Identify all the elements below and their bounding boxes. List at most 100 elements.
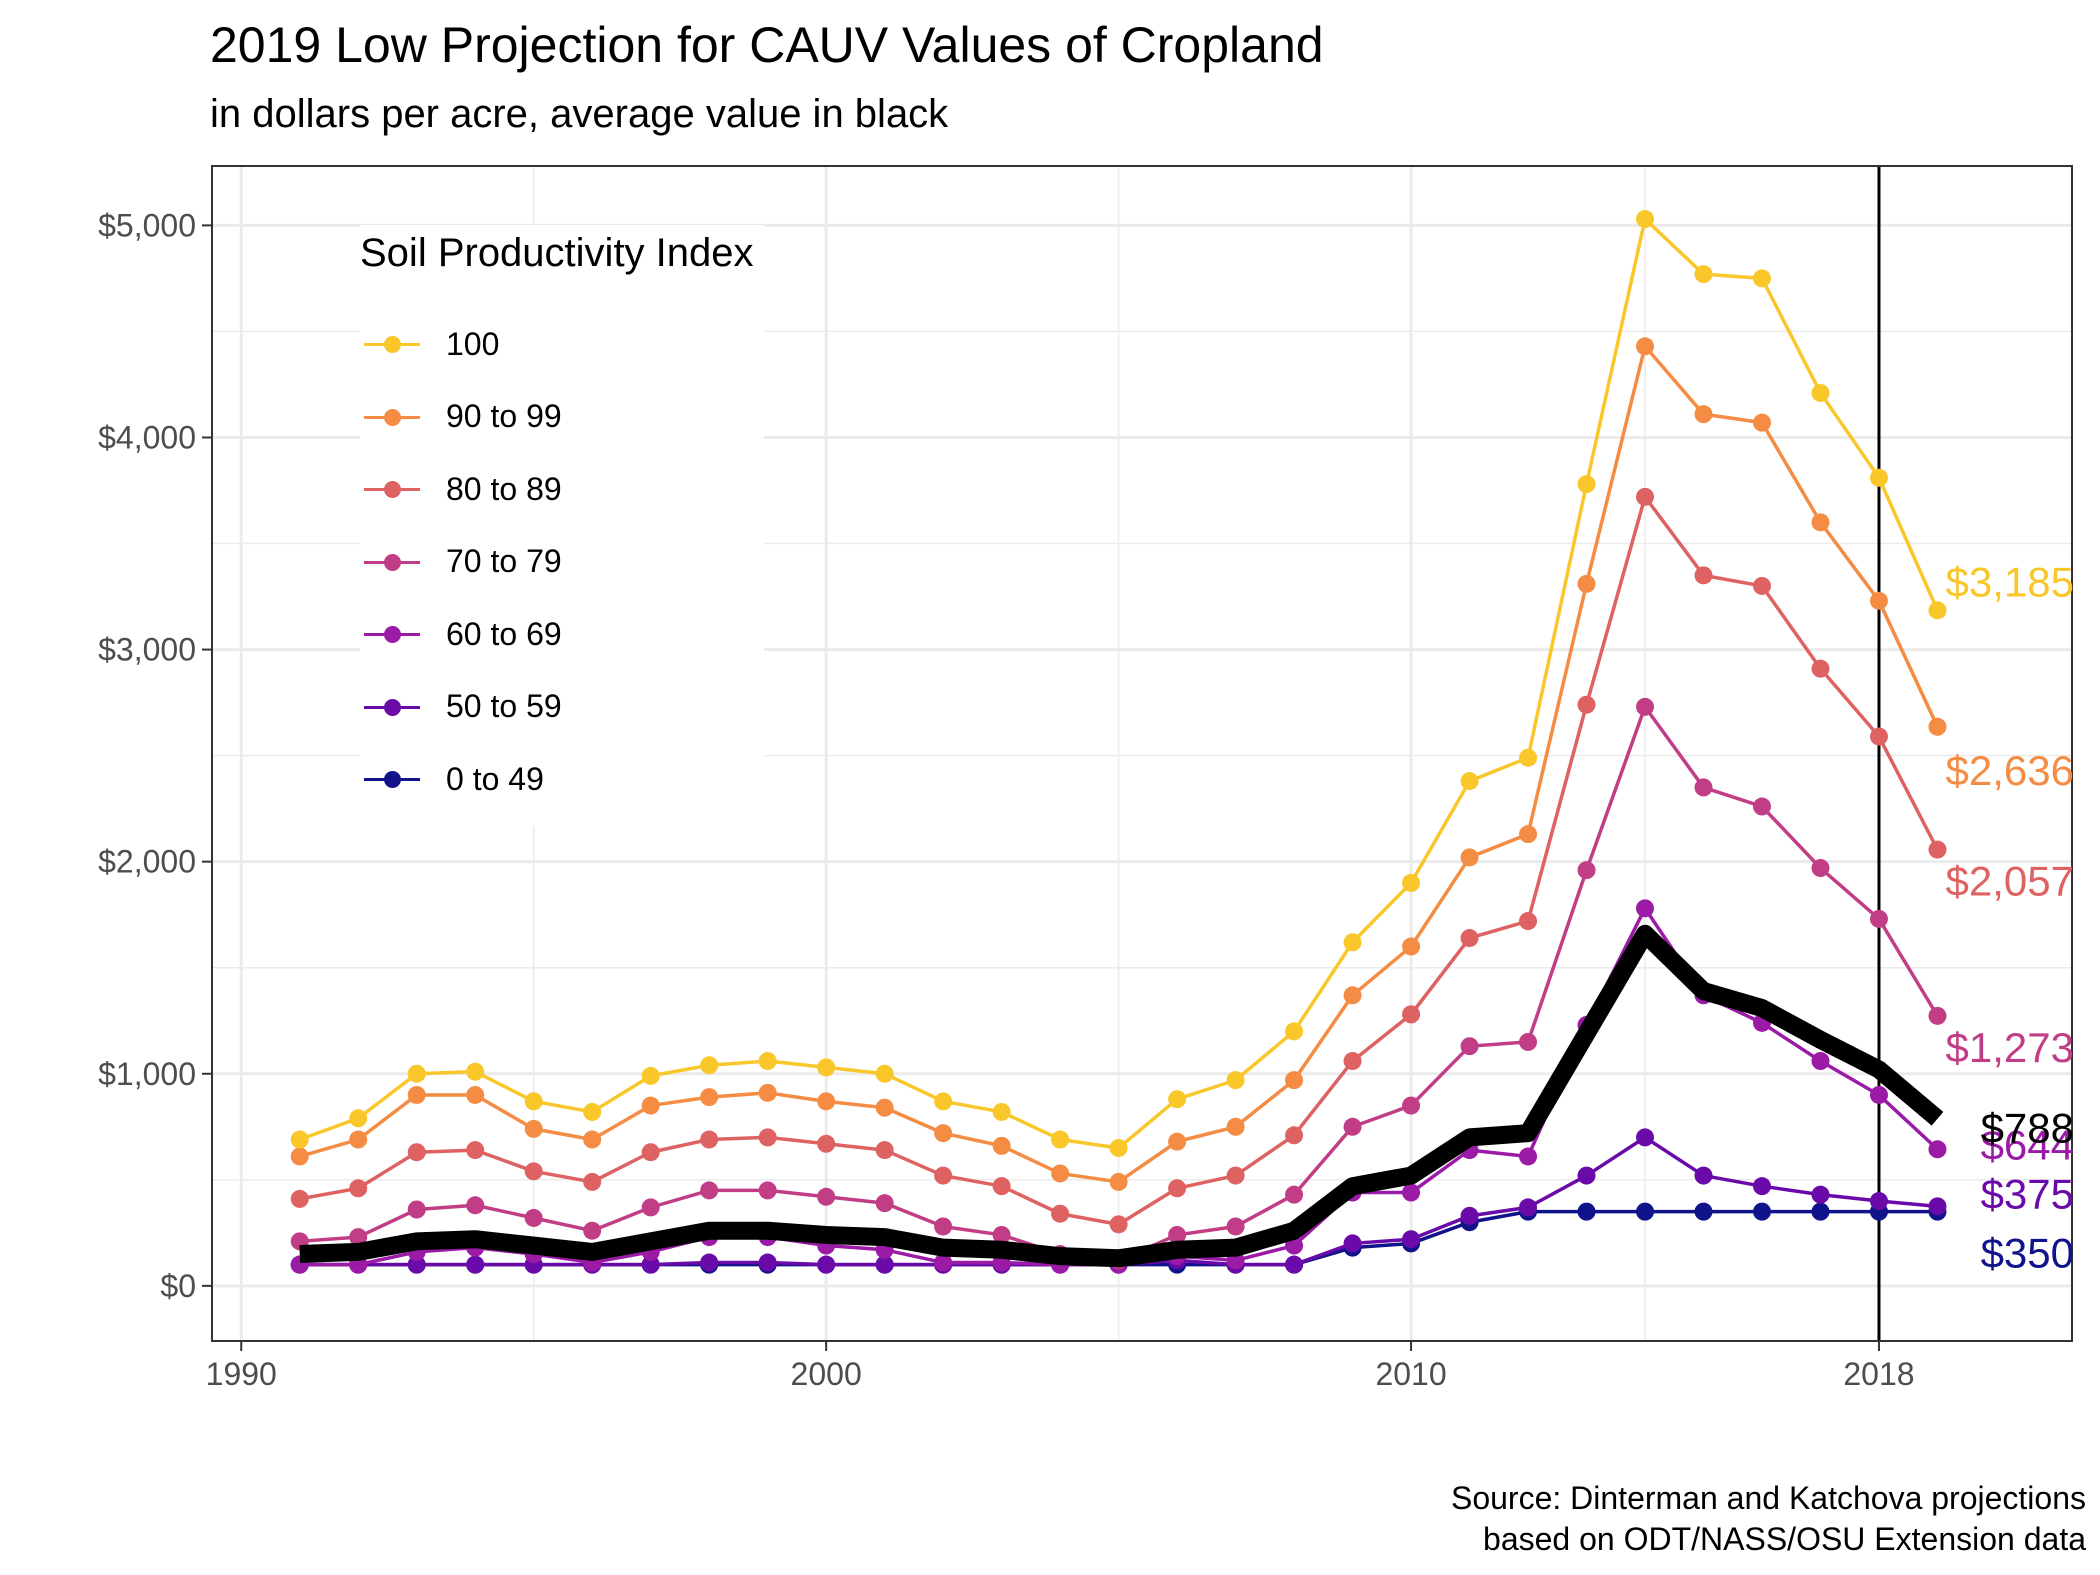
- legend-label: 80 to 89: [446, 470, 562, 507]
- end-value-label: $2,636: [1946, 747, 2074, 794]
- y-tick-label: $5,000: [98, 207, 196, 243]
- data-point: [1636, 487, 1655, 506]
- legend-label: 70 to 79: [446, 543, 562, 580]
- data-point: [1869, 468, 1888, 487]
- legend-item: 90 to 99: [360, 381, 754, 454]
- data-point: [700, 1056, 719, 1075]
- legend-item: 0 to 49: [360, 743, 754, 816]
- data-point: [407, 1143, 426, 1162]
- data-point: [1402, 937, 1421, 956]
- data-point: [875, 1255, 894, 1274]
- data-point: [1753, 797, 1771, 816]
- data-point: [1109, 1215, 1128, 1234]
- end-value-label: $1,273: [1946, 1024, 2074, 1071]
- data-point: [1285, 1022, 1304, 1041]
- data-point: [1343, 1117, 1362, 1136]
- data-point: [758, 1128, 777, 1147]
- data-point: [1168, 1225, 1187, 1244]
- end-value-label: $350: [1981, 1230, 2074, 1277]
- legend-label: 0 to 49: [446, 760, 544, 797]
- y-axis: $0 $1,000 $2,000 $3,000 $4,000 $5,000: [98, 207, 212, 1304]
- data-point: [1285, 1071, 1304, 1090]
- x-tick-label: 2010: [1375, 1356, 1446, 1392]
- data-point: [1519, 912, 1538, 931]
- series-100: [290, 210, 1947, 1157]
- data-point: [1694, 778, 1713, 797]
- legend-label: 50 to 59: [446, 688, 562, 725]
- data-point: [1636, 337, 1655, 356]
- series-80-to-89: [290, 487, 1947, 1234]
- data-point: [1928, 601, 1947, 620]
- x-axis: 1990 2000 2010 2018: [206, 1341, 1915, 1392]
- end-value-label: $788: [1981, 1105, 2074, 1152]
- data-point: [466, 1062, 485, 1081]
- end-value-label: $2,057: [1946, 858, 2074, 905]
- data-point: [1226, 1071, 1245, 1090]
- y-tick-label: $0: [160, 1268, 196, 1304]
- data-point: [1226, 1217, 1245, 1236]
- data-point: [1109, 1138, 1128, 1157]
- data-point: [407, 1064, 426, 1083]
- data-point: [1811, 1185, 1830, 1204]
- data-point: [1694, 1202, 1713, 1221]
- data-point: [700, 1253, 719, 1272]
- data-point: [1636, 210, 1655, 229]
- data-point: [583, 1102, 602, 1121]
- data-point: [1109, 1172, 1128, 1191]
- data-point: [1460, 772, 1479, 791]
- legend-key-icon: [360, 469, 424, 509]
- data-point: [641, 1096, 660, 1115]
- legend-label: 90 to 99: [446, 398, 562, 435]
- data-point: [1928, 1006, 1947, 1025]
- end-labels: $3,185 $2,636 $2,057 $1,273 $644$375 $350 $788: [1946, 558, 2074, 1276]
- data-point: [934, 1124, 953, 1143]
- legend-key-point: [384, 771, 401, 789]
- x-tick-label: 2018: [1843, 1356, 1914, 1392]
- data-point: [1051, 1130, 1070, 1149]
- data-point: [1285, 1255, 1304, 1274]
- data-point: [700, 1181, 719, 1200]
- data-point: [700, 1088, 719, 1107]
- data-point: [1168, 1179, 1187, 1198]
- y-tick-label: $3,000: [98, 632, 196, 668]
- y-tick-label: $2,000: [98, 844, 196, 880]
- chart-title: 2019 Low Projection for CAUV Values of C…: [210, 17, 1324, 73]
- source-caption: Source: Dinterman and Katchova projectio…: [1451, 1478, 2086, 1560]
- legend-key-icon: [360, 397, 424, 437]
- data-point: [1811, 383, 1830, 402]
- data-point: [1168, 1090, 1187, 1109]
- data-point: [1928, 840, 1947, 859]
- legend-item: 50 to 59: [360, 671, 754, 744]
- x-tick-label: 2000: [791, 1356, 862, 1392]
- data-point: [934, 1217, 953, 1236]
- data-point: [992, 1102, 1011, 1121]
- data-point: [1168, 1132, 1187, 1151]
- data-point: [349, 1109, 368, 1128]
- legend-title: Soil Productivity Index: [360, 231, 754, 275]
- data-point: [466, 1255, 485, 1274]
- plot-panel-border: [211, 165, 2073, 1342]
- data-point: [1343, 1234, 1362, 1253]
- legend-key-point: [384, 626, 401, 644]
- data-point: [1869, 591, 1888, 610]
- data-point: [1402, 1230, 1421, 1249]
- data-point: [1051, 1164, 1070, 1183]
- legend-key-point: [384, 553, 401, 571]
- data-point: [349, 1179, 368, 1198]
- data-point: [524, 1162, 543, 1181]
- data-point: [641, 1143, 660, 1162]
- legend-key-point: [384, 481, 401, 499]
- data-point: [1226, 1166, 1245, 1185]
- data-point: [875, 1141, 894, 1160]
- y-tick-label: $4,000: [98, 419, 196, 455]
- data-point: [817, 1058, 836, 1077]
- data-point: [1753, 269, 1771, 288]
- data-point: [1460, 929, 1479, 948]
- data-point: [758, 1052, 777, 1071]
- data-point: [641, 1198, 660, 1217]
- legend-item: 60 to 69: [360, 598, 754, 671]
- data-point: [1636, 1128, 1655, 1147]
- data-point: [1811, 859, 1830, 878]
- data-point: [1577, 695, 1596, 714]
- data-point: [1811, 1202, 1830, 1221]
